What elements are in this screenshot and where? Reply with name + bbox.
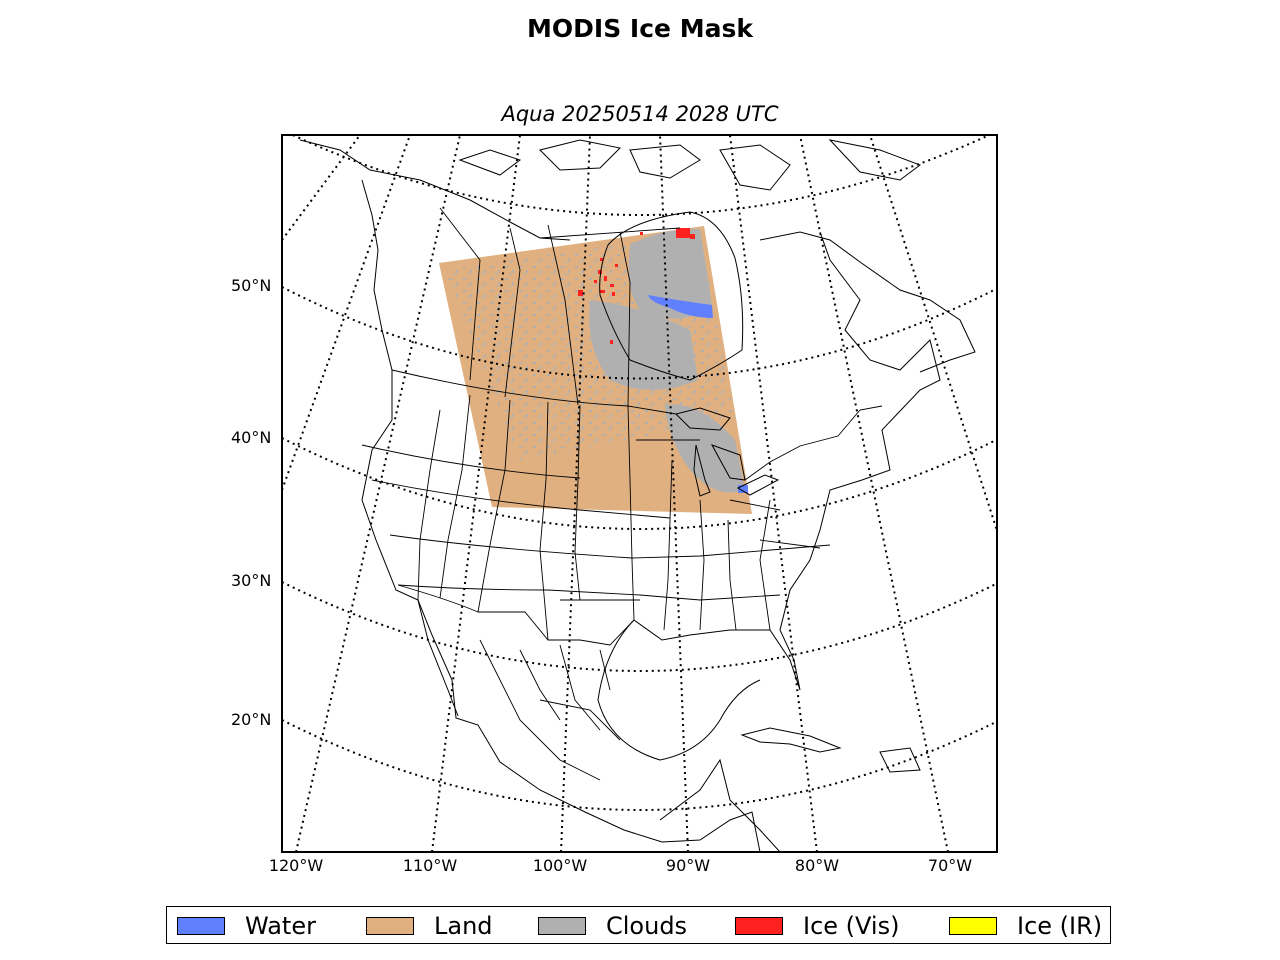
legend-item-ice-vis: Ice (Vis) xyxy=(735,907,899,945)
parallel-50 xyxy=(282,286,997,380)
lon-label: 70°W xyxy=(927,856,973,875)
graticule xyxy=(282,135,997,852)
us-canada-border xyxy=(391,369,883,481)
legend-label: Water xyxy=(245,912,316,940)
legend-swatch xyxy=(538,917,586,935)
legend-label: Land xyxy=(434,912,493,940)
lon-label: 80°W xyxy=(794,856,840,875)
parallel-20 xyxy=(282,719,997,811)
chart-title: MODIS Ice Mask xyxy=(527,14,753,43)
swath-cloud-mass-central xyxy=(589,300,698,390)
modis-swath xyxy=(439,226,752,514)
lon-label: 100°W xyxy=(532,856,588,875)
lon-label: 110°W xyxy=(402,856,458,875)
parallel-30 xyxy=(282,581,997,672)
legend: Water Land Clouds Ice (Vis) Ice (IR) xyxy=(166,906,1111,944)
map-frame xyxy=(281,134,998,853)
meridian-60w xyxy=(869,135,997,534)
meridian-140w xyxy=(282,135,361,241)
arctic-islands xyxy=(458,139,922,191)
legend-item-clouds: Clouds xyxy=(538,907,687,945)
lat-label: 40°N xyxy=(231,428,272,447)
lat-label: 50°N xyxy=(231,276,272,295)
hudson-bay xyxy=(599,211,744,381)
great-lakes xyxy=(675,407,780,497)
baja xyxy=(417,599,459,717)
parallel-40 xyxy=(282,437,997,530)
arctic-coast xyxy=(299,139,571,241)
swath-water-hudson xyxy=(648,295,713,318)
meridian-110w xyxy=(431,135,521,852)
political-boundaries xyxy=(361,207,883,781)
swath-cloud-great-lakes xyxy=(665,404,745,493)
legend-label: Clouds xyxy=(606,912,688,940)
legend-item-ice-ir: Ice (IR) xyxy=(949,907,1102,945)
us-state-lines-ns xyxy=(417,394,771,641)
legend-item-water: Water xyxy=(177,907,316,945)
legend-swatch xyxy=(366,917,414,935)
meridian-70w xyxy=(799,135,949,852)
coastlines-and-borders xyxy=(299,139,976,852)
legend-label: Ice (Vis) xyxy=(803,912,900,940)
gulf-of-mexico xyxy=(597,619,761,761)
meridian-130w xyxy=(282,135,411,491)
us-mexico-border xyxy=(397,584,635,646)
lon-label: 120°W xyxy=(268,856,324,875)
swath-ice-vis xyxy=(578,228,695,344)
chart-subtitle: Aqua 20250514 2028 UTC xyxy=(501,102,779,126)
legend-item-land: Land xyxy=(366,907,493,945)
us-state-lines-ew xyxy=(361,439,831,601)
meridian-120w xyxy=(295,135,461,852)
lat-label: 20°N xyxy=(231,710,272,729)
labrador xyxy=(759,231,976,373)
meridian-80w xyxy=(729,135,818,852)
legend-swatch xyxy=(735,917,783,935)
legend-label: Ice (IR) xyxy=(1017,912,1103,940)
lon-label: 90°W xyxy=(665,856,711,875)
swath-water-erie xyxy=(738,485,748,493)
lat-label: 30°N xyxy=(231,571,272,590)
hispaniola xyxy=(879,747,921,773)
mexico-states xyxy=(479,639,621,781)
cuba xyxy=(740,727,842,753)
canada-provinces xyxy=(439,207,681,407)
legend-swatch xyxy=(949,917,997,935)
central-america xyxy=(659,758,781,852)
legend-swatch xyxy=(177,917,225,935)
